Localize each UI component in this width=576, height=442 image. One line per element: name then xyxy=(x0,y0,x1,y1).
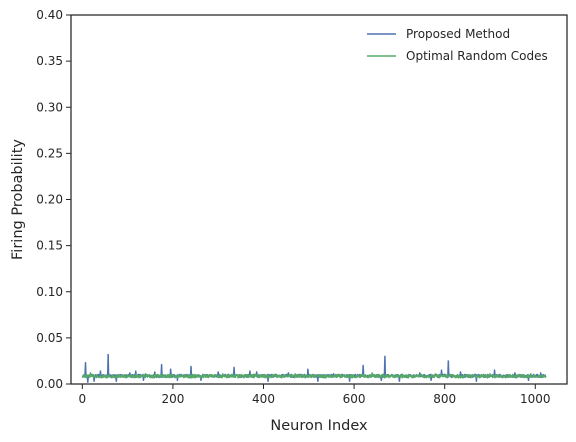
x-tick-label: 400 xyxy=(252,392,275,406)
series-line-optimal-random-codes xyxy=(81,372,547,379)
plot-frame xyxy=(70,14,568,385)
x-tick-label: 800 xyxy=(433,392,456,406)
legend-label-proposed-method: Proposed Method xyxy=(406,27,510,41)
legend: Proposed Method Optimal Random Codes xyxy=(367,27,548,63)
y-tick-label: 0.30 xyxy=(36,100,63,114)
legend-label-optimal-random-codes: Optimal Random Codes xyxy=(406,49,548,63)
y-axis-label: Firing Probability xyxy=(10,139,26,260)
y-axis-ticks: 0.00 0.05 0.10 0.15 0.20 0.25 0.30 0.35 0.40 xyxy=(36,8,71,391)
x-axis-ticks: 0 200 400 600 800 1000 xyxy=(79,384,551,406)
x-axis-label: Neuron Index xyxy=(270,418,368,434)
y-tick-label: 0.20 xyxy=(36,193,63,207)
x-tick-label: 200 xyxy=(161,392,184,406)
y-tick-label: 0.35 xyxy=(36,54,63,68)
y-tick-label: 0.40 xyxy=(36,8,63,22)
y-tick-label: 0.00 xyxy=(36,377,63,391)
x-tick-label: 1000 xyxy=(520,392,551,406)
y-tick-label: 0.25 xyxy=(36,146,63,160)
series-layer xyxy=(81,353,547,383)
y-tick-label: 0.05 xyxy=(36,331,63,345)
y-tick-label: 0.15 xyxy=(36,239,63,253)
y-tick-label: 0.10 xyxy=(36,285,63,299)
x-tick-label: 0 xyxy=(79,392,87,406)
x-tick-label: 600 xyxy=(343,392,366,406)
